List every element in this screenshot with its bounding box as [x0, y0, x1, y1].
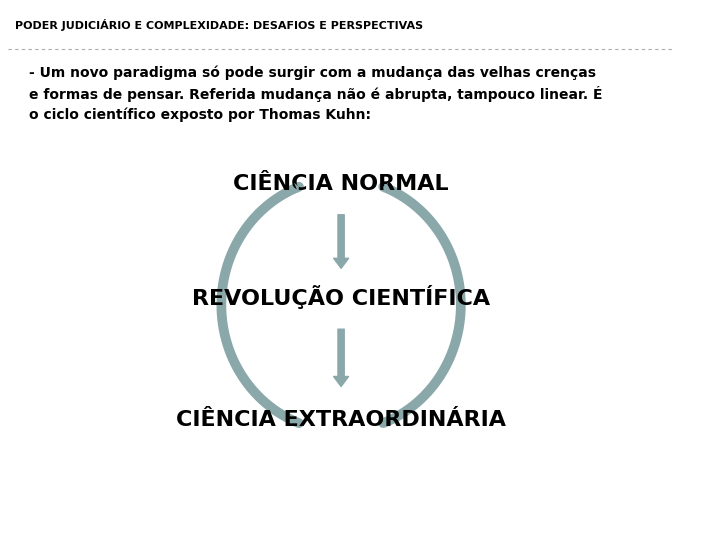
Text: - Um novo paradigma só pode surgir com a mudança das velhas crenças
e formas de : - Um novo paradigma só pode surgir com a…: [29, 66, 602, 122]
Text: CIÊNCIA NORMAL: CIÊNCIA NORMAL: [233, 174, 449, 194]
Text: PODER JUDICIÁRIO E COMPLEXIDADE: DESAFIOS E PERSPECTIVAS: PODER JUDICIÁRIO E COMPLEXIDADE: DESAFIO…: [15, 18, 423, 31]
Text: CIÊNCIA EXTRAORDINÁRIA: CIÊNCIA EXTRAORDINÁRIA: [176, 410, 506, 430]
Text: REVOLUÇÃO CIENTÍFICA: REVOLUÇÃO CIENTÍFICA: [192, 285, 490, 309]
